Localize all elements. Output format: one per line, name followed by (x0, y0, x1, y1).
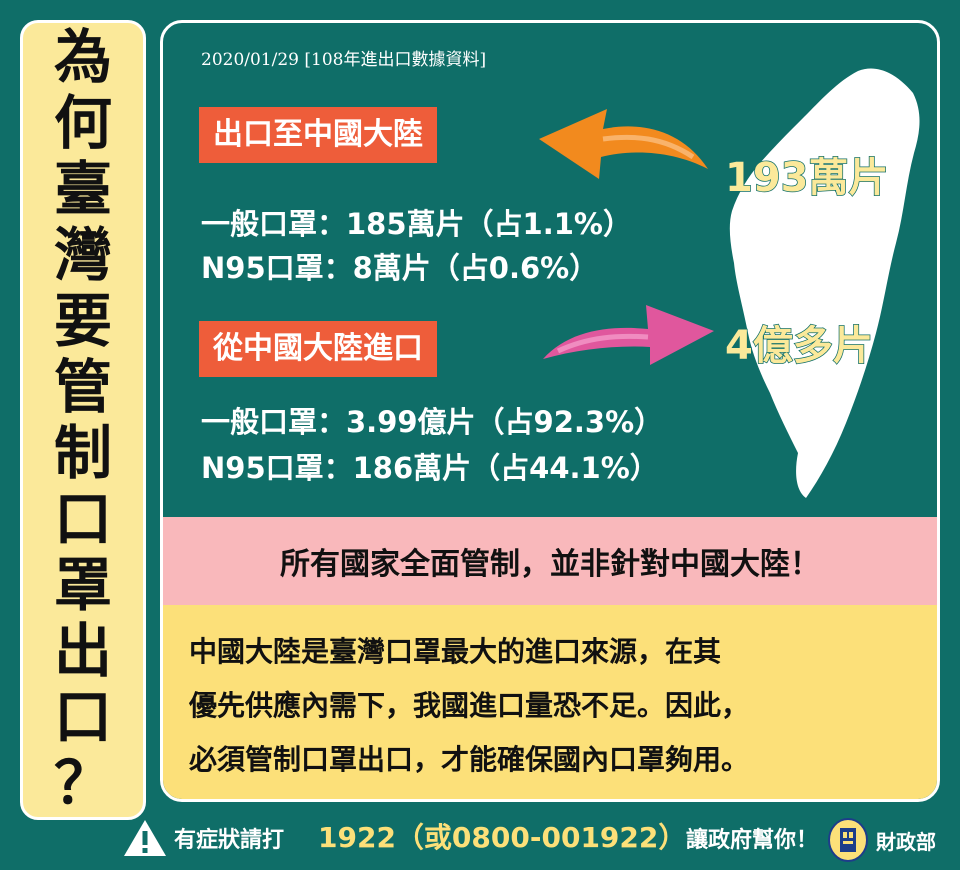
statement-bar: 所有國家全面管制，並非針對中國大陸！ (163, 517, 937, 605)
export-arrow (539, 109, 708, 179)
taiwan-map (729, 68, 920, 498)
export-amount: 193萬片 (724, 154, 889, 202)
explanation-line: 必須管制口罩出口，才能確保國內口罩夠用。 (189, 743, 750, 776)
title-char: 要 (53, 287, 112, 355)
title-char: 灣 (53, 221, 112, 289)
vertical-title: 為 何 臺 灣 要 管 制 口 罩 出 口 ？ (20, 20, 146, 820)
statement-text: 所有國家全面管制，並非針對中國大陸！ (280, 547, 820, 582)
title-char: 罩 (53, 551, 112, 619)
title-char: 何 (53, 89, 112, 157)
export-line-n95: N95口罩：8萬片（占0.6%） (201, 251, 599, 285)
title-char: 口 (53, 485, 112, 553)
export-line-general: 一般口罩：185萬片（占1.1%） (201, 207, 632, 241)
title-char: 管 (53, 353, 112, 421)
explanation-box: 中國大陸是臺灣口罩最大的進口來源，在其 優先供應內需下，我國進口量恐不足。因此，… (163, 605, 937, 799)
export-tag: 出口至中國大陸 (199, 107, 437, 163)
footer-hotline: 1922（或0800-001922） (318, 821, 687, 854)
title-char: 制 (53, 419, 112, 487)
import-line-general: 一般口罩：3.99億片（占92.3%） (201, 405, 664, 439)
ministry-seal-icon (828, 818, 868, 862)
title-char: 為 (53, 23, 112, 91)
explanation-line: 優先供應內需下，我國進口量恐不足。因此， (189, 689, 750, 722)
title-char: 臺 (53, 155, 112, 223)
warning-icon (124, 820, 166, 856)
import-tag: 從中國大陸進口 (199, 321, 437, 377)
import-line-n95: N95口罩：186萬片（占44.1%） (201, 451, 659, 485)
footer-suffix: 讓政府幫你！ (686, 828, 819, 853)
footer-prefix: 有症狀請打 (174, 828, 285, 853)
ministry-name: 財政部 (876, 830, 936, 854)
title-char: 口 (53, 683, 112, 751)
import-amount: 4億多片 (724, 322, 873, 370)
explanation-line: 中國大陸是臺灣口罩最大的進口來源，在其 (189, 635, 722, 668)
import-arrow (543, 305, 714, 365)
title-char: ？ (53, 749, 112, 817)
date-line: 2020/01/29 [108年進出口數據資料] (201, 50, 487, 70)
main-panel: 2020/01/29 [108年進出口數據資料] 出口至中國大陸 一般口罩：18… (160, 20, 940, 802)
title-char: 出 (53, 617, 112, 685)
